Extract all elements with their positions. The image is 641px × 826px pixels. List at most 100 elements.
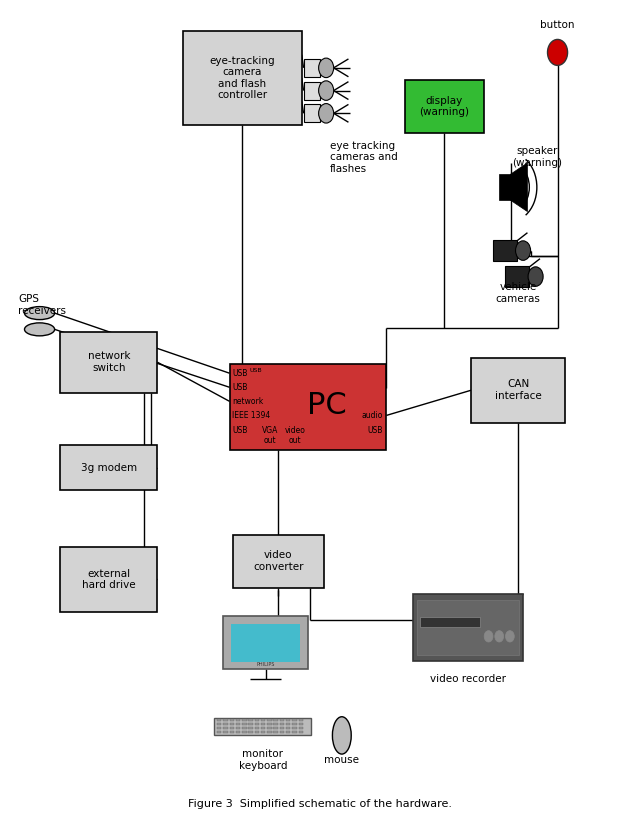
FancyBboxPatch shape [267,723,272,725]
Text: 3g modem: 3g modem [81,463,137,472]
FancyBboxPatch shape [292,727,297,729]
Text: USB: USB [232,382,247,392]
FancyBboxPatch shape [223,727,228,729]
FancyBboxPatch shape [248,727,253,729]
FancyBboxPatch shape [223,730,228,733]
FancyBboxPatch shape [254,719,259,721]
Text: speaker
(warning): speaker (warning) [512,146,562,168]
Ellipse shape [24,306,54,320]
FancyBboxPatch shape [292,719,297,721]
FancyBboxPatch shape [286,723,290,725]
FancyBboxPatch shape [229,719,234,721]
Circle shape [319,103,334,123]
FancyBboxPatch shape [279,723,284,725]
FancyBboxPatch shape [405,80,483,133]
FancyBboxPatch shape [183,31,302,125]
FancyBboxPatch shape [223,616,308,669]
Circle shape [528,267,543,287]
FancyBboxPatch shape [417,600,519,655]
FancyBboxPatch shape [506,266,529,287]
FancyBboxPatch shape [413,594,523,661]
Text: USB: USB [232,368,247,377]
FancyBboxPatch shape [304,82,320,99]
Circle shape [319,58,334,78]
Text: PHILIPS: PHILIPS [256,662,275,667]
Text: USB: USB [368,426,383,435]
FancyBboxPatch shape [229,727,234,729]
FancyBboxPatch shape [261,730,265,733]
FancyBboxPatch shape [223,719,228,721]
FancyBboxPatch shape [261,727,265,729]
FancyBboxPatch shape [60,547,158,612]
FancyBboxPatch shape [261,723,265,725]
FancyBboxPatch shape [214,718,311,735]
Text: eye-tracking
camera
and flash
controller: eye-tracking camera and flash controller [210,55,275,101]
Text: video recorder: video recorder [430,673,506,684]
FancyBboxPatch shape [229,364,387,449]
Text: VGA
out: VGA out [262,426,279,445]
Circle shape [319,81,334,100]
FancyBboxPatch shape [299,727,303,729]
FancyBboxPatch shape [261,719,265,721]
FancyBboxPatch shape [236,730,240,733]
Text: CAN
interface: CAN interface [495,379,542,401]
Circle shape [547,40,567,65]
FancyBboxPatch shape [248,730,253,733]
FancyBboxPatch shape [242,730,247,733]
Text: vehicle
cameras: vehicle cameras [495,282,540,304]
FancyBboxPatch shape [242,719,247,721]
Text: PC: PC [307,391,347,420]
Text: USB: USB [249,368,262,373]
FancyBboxPatch shape [217,730,221,733]
Text: audio: audio [362,411,383,420]
FancyBboxPatch shape [231,624,301,662]
FancyBboxPatch shape [286,719,290,721]
Text: mouse: mouse [324,755,360,765]
FancyBboxPatch shape [286,730,290,733]
FancyBboxPatch shape [274,723,278,725]
FancyBboxPatch shape [279,730,284,733]
FancyBboxPatch shape [493,240,517,261]
FancyBboxPatch shape [60,332,158,392]
FancyBboxPatch shape [279,719,284,721]
FancyBboxPatch shape [304,104,320,122]
FancyBboxPatch shape [229,730,234,733]
Text: monitor
keyboard: monitor keyboard [238,749,287,771]
Circle shape [484,630,493,642]
FancyBboxPatch shape [299,730,303,733]
FancyBboxPatch shape [292,730,297,733]
FancyBboxPatch shape [233,534,324,587]
Circle shape [515,241,531,260]
FancyBboxPatch shape [242,723,247,725]
Ellipse shape [333,717,351,754]
FancyBboxPatch shape [299,723,303,725]
Text: network
switch: network switch [88,351,130,373]
FancyBboxPatch shape [217,727,221,729]
Text: GPS
receivers: GPS receivers [18,294,66,316]
Text: USB: USB [232,426,247,435]
Circle shape [506,630,514,642]
FancyBboxPatch shape [267,719,272,721]
FancyBboxPatch shape [286,727,290,729]
FancyBboxPatch shape [267,730,272,733]
Text: display
(warning): display (warning) [419,96,469,117]
FancyBboxPatch shape [60,445,158,490]
FancyBboxPatch shape [254,727,259,729]
FancyBboxPatch shape [279,727,284,729]
Ellipse shape [24,323,54,336]
Polygon shape [510,163,528,211]
FancyBboxPatch shape [248,719,253,721]
FancyBboxPatch shape [274,730,278,733]
FancyBboxPatch shape [499,174,510,200]
Text: network: network [232,396,263,406]
Text: Figure 3  Simplified schematic of the hardware.: Figure 3 Simplified schematic of the har… [188,800,453,809]
FancyBboxPatch shape [236,727,240,729]
FancyBboxPatch shape [267,727,272,729]
FancyBboxPatch shape [217,719,221,721]
FancyBboxPatch shape [229,723,234,725]
Text: eye tracking
cameras and
flashes: eye tracking cameras and flashes [330,140,397,173]
FancyBboxPatch shape [420,617,480,627]
FancyBboxPatch shape [299,719,303,721]
Text: video
out: video out [285,426,306,445]
Circle shape [495,630,504,642]
